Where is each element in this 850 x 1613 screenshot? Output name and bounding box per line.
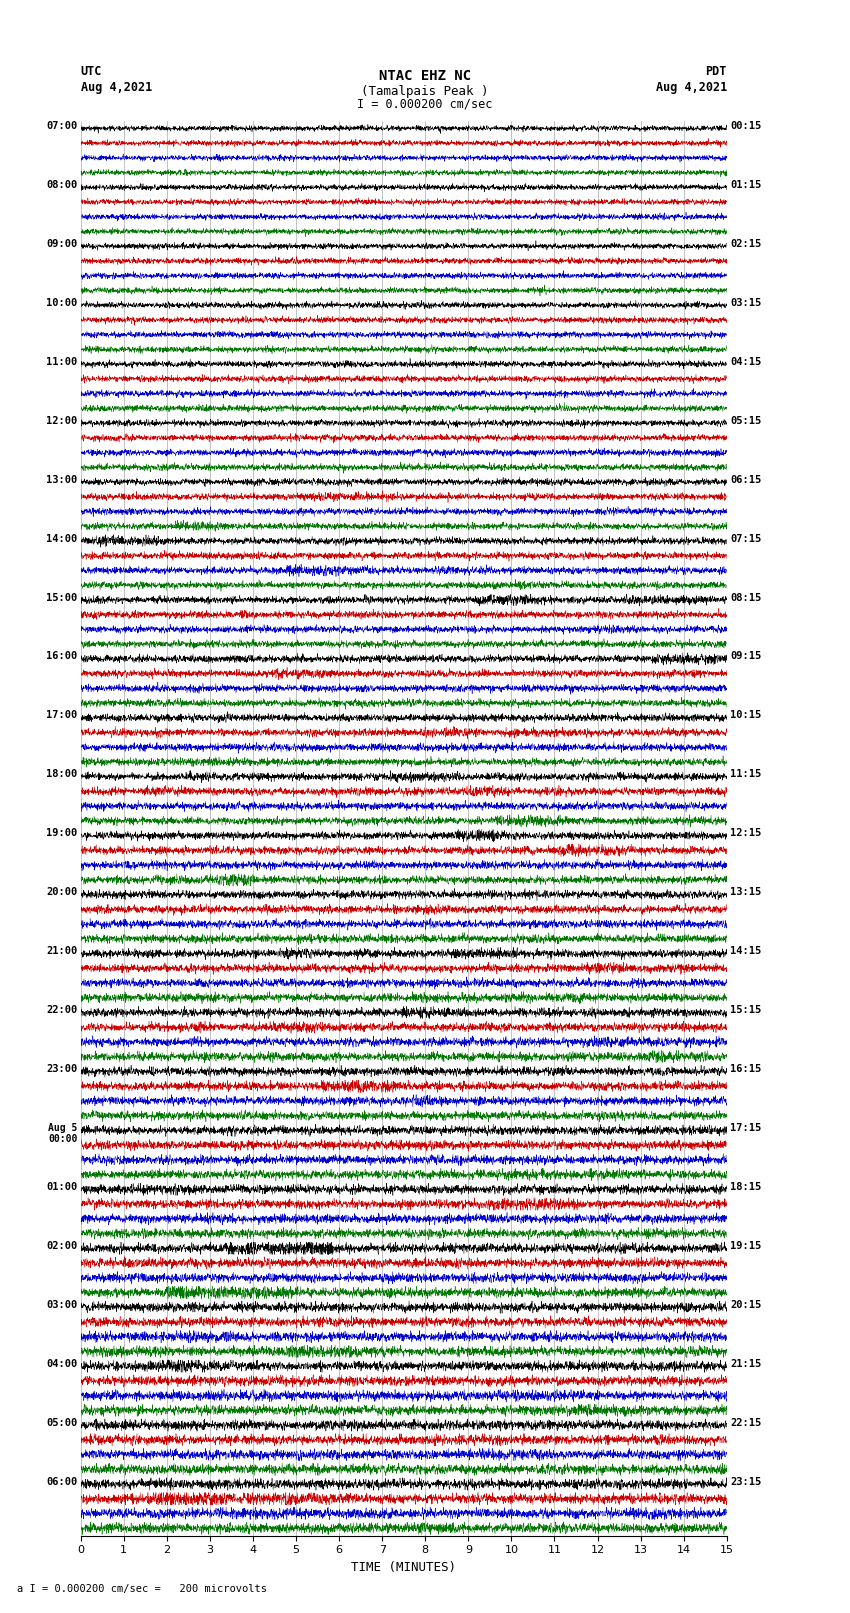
Text: 14:15: 14:15: [730, 947, 762, 957]
Text: 03:15: 03:15: [730, 298, 762, 308]
Text: PDT: PDT: [706, 65, 727, 77]
Text: a I = 0.000200 cm/sec =   200 microvolts: a I = 0.000200 cm/sec = 200 microvolts: [17, 1584, 267, 1594]
Text: 23:15: 23:15: [730, 1476, 762, 1487]
Text: 01:15: 01:15: [730, 181, 762, 190]
Text: 20:00: 20:00: [46, 887, 77, 897]
Text: 10:00: 10:00: [46, 298, 77, 308]
Text: 21:00: 21:00: [46, 947, 77, 957]
Text: 03:00: 03:00: [46, 1300, 77, 1310]
Text: Aug 4,2021: Aug 4,2021: [81, 81, 152, 94]
Text: 17:15: 17:15: [730, 1123, 762, 1132]
Text: 13:15: 13:15: [730, 887, 762, 897]
Text: 04:15: 04:15: [730, 356, 762, 366]
Text: 02:00: 02:00: [46, 1240, 77, 1250]
Text: 00:15: 00:15: [730, 121, 762, 131]
Text: 23:00: 23:00: [46, 1065, 77, 1074]
Text: 12:00: 12:00: [46, 416, 77, 426]
Text: 01:00: 01:00: [46, 1182, 77, 1192]
Text: 14:00: 14:00: [46, 534, 77, 544]
Text: 02:15: 02:15: [730, 239, 762, 248]
Text: 07:00: 07:00: [46, 121, 77, 131]
Text: 11:00: 11:00: [46, 356, 77, 366]
Text: 09:00: 09:00: [46, 239, 77, 248]
Text: 06:15: 06:15: [730, 474, 762, 484]
Text: 22:00: 22:00: [46, 1005, 77, 1015]
Text: 17:00: 17:00: [46, 710, 77, 721]
Text: 21:15: 21:15: [730, 1358, 762, 1369]
Text: 05:00: 05:00: [46, 1418, 77, 1428]
Text: 16:15: 16:15: [730, 1065, 762, 1074]
Text: 11:15: 11:15: [730, 769, 762, 779]
Text: (Tamalpais Peak ): (Tamalpais Peak ): [361, 84, 489, 97]
Text: 07:15: 07:15: [730, 534, 762, 544]
Text: 18:00: 18:00: [46, 769, 77, 779]
Text: 22:15: 22:15: [730, 1418, 762, 1428]
Text: UTC: UTC: [81, 65, 102, 77]
Text: 19:15: 19:15: [730, 1240, 762, 1250]
Text: Aug 4,2021: Aug 4,2021: [655, 81, 727, 94]
Text: 12:15: 12:15: [730, 829, 762, 839]
Text: 19:00: 19:00: [46, 829, 77, 839]
Text: 08:15: 08:15: [730, 592, 762, 603]
Text: 20:15: 20:15: [730, 1300, 762, 1310]
Text: 15:00: 15:00: [46, 592, 77, 603]
Text: 15:15: 15:15: [730, 1005, 762, 1015]
Text: 10:15: 10:15: [730, 710, 762, 721]
Text: NTAC EHZ NC: NTAC EHZ NC: [379, 69, 471, 84]
Text: 06:00: 06:00: [46, 1476, 77, 1487]
Text: 04:00: 04:00: [46, 1358, 77, 1369]
Text: 16:00: 16:00: [46, 652, 77, 661]
X-axis label: TIME (MINUTES): TIME (MINUTES): [351, 1561, 456, 1574]
Text: I = 0.000200 cm/sec: I = 0.000200 cm/sec: [357, 97, 493, 111]
Text: Aug 5
00:00: Aug 5 00:00: [48, 1123, 77, 1144]
Text: 09:15: 09:15: [730, 652, 762, 661]
Text: 08:00: 08:00: [46, 181, 77, 190]
Text: 18:15: 18:15: [730, 1182, 762, 1192]
Text: 05:15: 05:15: [730, 416, 762, 426]
Text: 13:00: 13:00: [46, 474, 77, 484]
